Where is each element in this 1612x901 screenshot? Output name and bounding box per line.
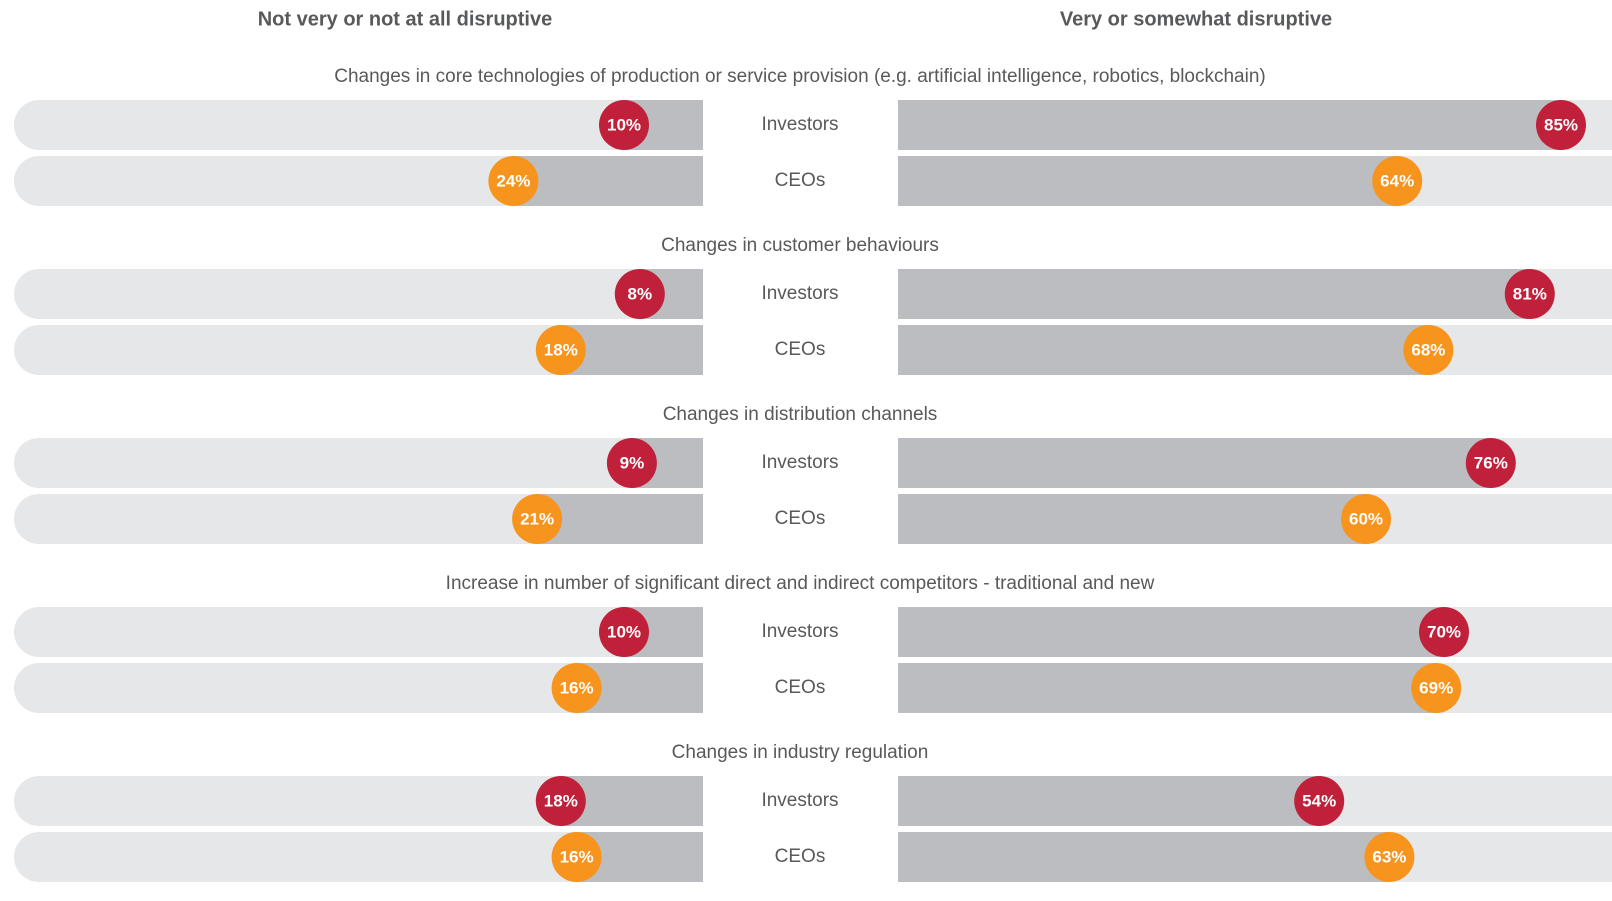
value-dot	[1294, 776, 1345, 826]
bar	[898, 832, 1390, 882]
series-label: CEOs	[775, 170, 826, 191]
value-dot	[551, 832, 602, 882]
value-label: 85%	[1544, 115, 1578, 134]
value-label: 10%	[607, 622, 641, 641]
value-dot	[535, 776, 586, 826]
track	[14, 663, 703, 713]
value-dot	[551, 663, 602, 713]
series-label: Investors	[761, 114, 838, 135]
value-label: 16%	[560, 678, 594, 697]
value-dot	[488, 156, 539, 206]
track	[14, 438, 703, 488]
bar	[898, 607, 1444, 657]
value-dot	[1465, 438, 1516, 488]
value-label: 9%	[620, 453, 645, 472]
right-title: Very or somewhat disruptive	[1060, 8, 1332, 30]
track	[14, 776, 703, 826]
bar	[898, 438, 1491, 488]
series-label: Investors	[761, 621, 838, 642]
value-label: 76%	[1474, 453, 1508, 472]
value-label: 21%	[520, 509, 554, 528]
bar	[537, 494, 703, 544]
value-dot	[1341, 494, 1391, 544]
category-label: Changes in customer behaviours	[661, 235, 939, 256]
category-label: Increase in number of significant direct…	[446, 573, 1155, 594]
value-dot	[614, 269, 665, 319]
bar	[898, 776, 1320, 826]
value-label: 18%	[544, 340, 578, 359]
value-dot	[1364, 832, 1415, 882]
track	[14, 269, 703, 319]
value-dot	[512, 494, 563, 544]
track	[14, 832, 703, 882]
value-label: 18%	[544, 791, 578, 810]
value-dot	[1411, 663, 1462, 713]
value-label: 70%	[1427, 622, 1461, 641]
series-label: CEOs	[775, 508, 826, 529]
value-dot	[599, 100, 649, 150]
value-label: 64%	[1380, 171, 1414, 190]
value-dot	[599, 607, 649, 657]
left-title: Not very or not at all disruptive	[258, 8, 553, 30]
value-label: 81%	[1513, 284, 1547, 303]
value-label: 54%	[1302, 791, 1336, 810]
value-label: 10%	[607, 115, 641, 134]
series-label: Investors	[761, 790, 838, 811]
series-label: Investors	[761, 452, 838, 473]
value-dot	[606, 438, 657, 488]
category-label: Changes in industry regulation	[672, 742, 929, 763]
value-dot	[1419, 607, 1469, 657]
series-label: Investors	[761, 283, 838, 304]
bar	[898, 494, 1366, 544]
value-label: 63%	[1372, 847, 1406, 866]
value-dot	[1504, 269, 1555, 319]
value-label: 69%	[1419, 678, 1453, 697]
value-dot	[1372, 156, 1423, 206]
bar	[898, 100, 1561, 150]
bar	[898, 325, 1429, 375]
category-label: Changes in distribution channels	[663, 404, 938, 425]
series-label: CEOs	[775, 339, 826, 360]
value-label: 8%	[628, 284, 653, 303]
value-dot	[535, 325, 586, 375]
value-label: 16%	[560, 847, 594, 866]
category-label: Changes in core technologies of producti…	[334, 66, 1265, 87]
value-dot	[1536, 100, 1586, 150]
bar	[898, 663, 1437, 713]
value-label: 68%	[1411, 340, 1445, 359]
bar	[898, 156, 1398, 206]
value-dot	[1403, 325, 1454, 375]
series-label: CEOs	[775, 677, 826, 698]
bar	[898, 269, 1530, 319]
series-label: CEOs	[775, 846, 826, 867]
track	[14, 325, 703, 375]
track	[14, 100, 703, 150]
value-label: 60%	[1349, 509, 1383, 528]
bar	[513, 156, 703, 206]
track	[14, 607, 703, 657]
value-label: 24%	[496, 171, 530, 190]
